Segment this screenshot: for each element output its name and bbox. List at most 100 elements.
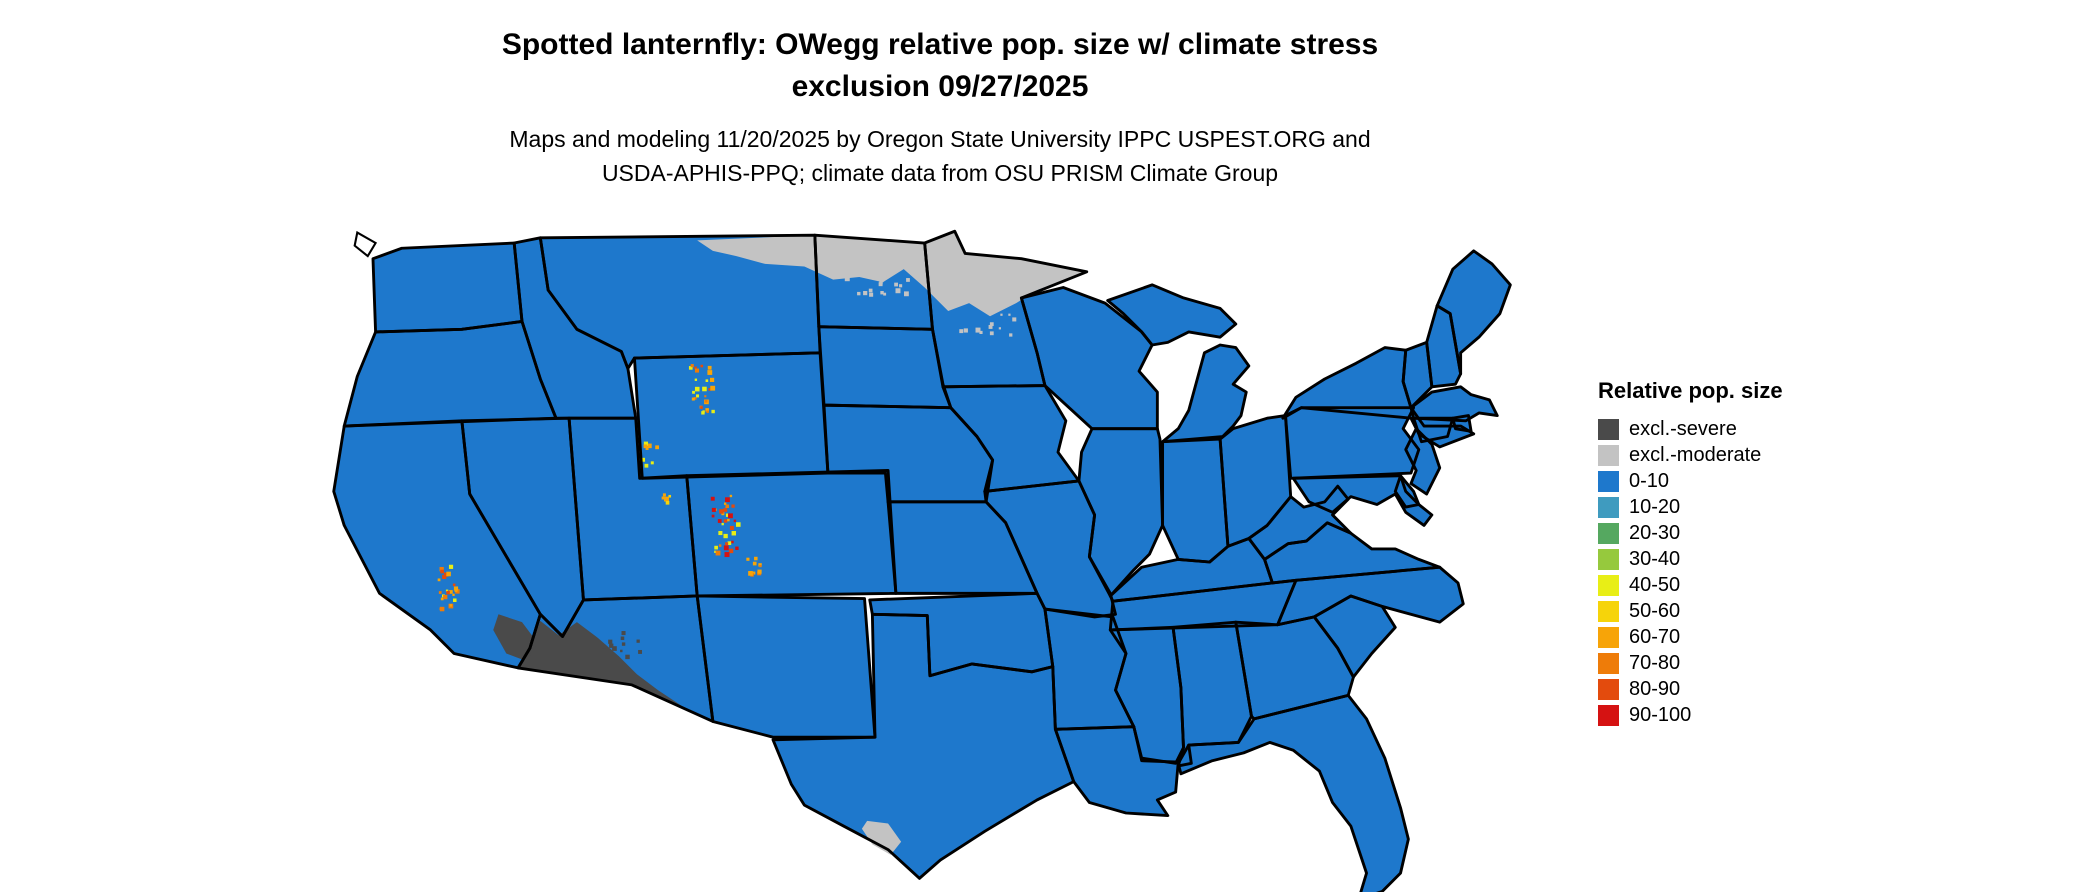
speckle-uinta-utah xyxy=(664,496,669,502)
speckle-arizona-severe-fringe xyxy=(601,648,604,651)
state-border-wisconsin xyxy=(1019,286,1159,431)
speckle-colorado-rockies xyxy=(731,504,735,508)
speckle-sw-wyoming xyxy=(645,446,649,450)
speckle-uinta-utah xyxy=(665,500,670,505)
legend-item: 40-50 xyxy=(1598,572,1783,598)
speckle-arizona-severe-fringe xyxy=(608,639,613,644)
speckle-dakota-moderate-fringe xyxy=(869,292,874,297)
legend-label: 50-60 xyxy=(1629,600,1681,622)
speckle-minnesota-moderate-fringe xyxy=(959,329,964,334)
legend-item: 90-100 xyxy=(1598,702,1783,728)
speckle-arizona-severe-fringe xyxy=(621,631,626,636)
legend-swatch xyxy=(1598,418,1619,440)
legend-item: 10-20 xyxy=(1598,494,1783,520)
state-vermont xyxy=(1403,342,1432,408)
state-border-rhode-island xyxy=(1451,414,1473,433)
state-missouri xyxy=(984,480,1116,617)
speckle-colorado-rockies xyxy=(724,552,730,558)
legend-item: excl.-severe xyxy=(1598,416,1783,442)
legend-label: 40-50 xyxy=(1629,574,1681,596)
legend-label: 60-70 xyxy=(1629,626,1681,648)
legend-item: 0-10 xyxy=(1598,468,1783,494)
speckle-southern-california xyxy=(452,583,456,587)
speckle-sw-wyoming xyxy=(643,444,648,449)
overlay-exclusion-moderate-texas xyxy=(861,820,902,855)
state-border-new-jersey xyxy=(1404,427,1442,496)
speckle-southern-california xyxy=(449,590,453,594)
speckle-dakota-moderate-fringe xyxy=(857,291,861,296)
state-border-michigan-lower xyxy=(1161,343,1251,444)
speckle-san-luis-valley xyxy=(759,565,762,568)
state-arkansas xyxy=(1044,609,1134,730)
speckle-dakota-moderate-fringe xyxy=(881,279,884,283)
speckle-colorado-rockies xyxy=(735,546,739,550)
map-overlays-layer xyxy=(493,231,1087,855)
speckle-arizona-severe-fringe xyxy=(612,646,617,651)
legend-item: 20-30 xyxy=(1598,520,1783,546)
speckle-southern-california xyxy=(440,569,444,574)
state-border-texas xyxy=(771,612,1076,880)
speckle-arizona-severe-fringe xyxy=(600,653,604,656)
speckle-bighorn-basin-wyoming xyxy=(694,366,697,370)
speckle-bighorn-basin-wyoming xyxy=(701,411,705,415)
legend-swatch xyxy=(1598,496,1619,518)
speckle-arizona-severe-fringe xyxy=(636,639,640,643)
speckle-colorado-rockies xyxy=(723,519,728,523)
speckle-southern-california xyxy=(443,572,449,577)
state-colorado xyxy=(686,470,896,596)
speckle-colorado-rockies xyxy=(727,518,730,522)
speckle-sw-wyoming xyxy=(655,445,660,450)
speckle-arizona-severe-fringe xyxy=(620,649,623,653)
speckle-bighorn-basin-wyoming xyxy=(694,386,700,392)
speckle-colorado-rockies xyxy=(723,545,729,551)
speckle-colorado-rockies xyxy=(723,508,728,512)
state-border-vermont xyxy=(1401,340,1434,410)
overlay-exclusion-severe-arizona xyxy=(518,620,706,718)
speckle-bighorn-basin-wyoming xyxy=(694,378,698,381)
speckle-bighorn-basin-wyoming xyxy=(707,365,712,370)
state-new-mexico xyxy=(697,595,875,738)
speckle-colorado-rockies xyxy=(731,540,734,544)
speckle-san-luis-valley xyxy=(758,563,762,567)
speckle-san-luis-valley xyxy=(752,571,756,575)
speckle-sw-wyoming xyxy=(644,463,649,468)
speckle-arizona-severe-fringe xyxy=(625,654,630,660)
overlay-exclusion-moderate-north xyxy=(697,231,1087,317)
speckle-colorado-rockies xyxy=(729,525,734,530)
map-legend: Relative pop. size excl.-severe excl.-mod… xyxy=(1598,378,1783,728)
state-oregon xyxy=(344,321,556,427)
speckle-dakota-moderate-fringe xyxy=(904,291,909,297)
state-border-florida xyxy=(1176,693,1410,892)
speckle-southern-california xyxy=(438,591,442,594)
speckle-colorado-rockies xyxy=(725,542,729,546)
speckle-minnesota-moderate-fringe xyxy=(1008,313,1011,316)
speckle-colorado-rockies xyxy=(714,550,717,553)
legend-item: 50-60 xyxy=(1598,598,1783,624)
speckle-dakota-moderate-fringe xyxy=(844,276,850,282)
speckle-bighorn-basin-wyoming xyxy=(709,377,715,382)
legend-item: 70-80 xyxy=(1598,650,1783,676)
speckle-colorado-rockies xyxy=(728,513,733,519)
speckle-san-luis-valley xyxy=(746,557,750,561)
speckle-bighorn-basin-wyoming xyxy=(702,386,707,392)
speckle-arizona-severe-fringe xyxy=(621,642,626,646)
state-border-west-virginia xyxy=(1247,484,1353,561)
legend-swatch xyxy=(1598,626,1619,648)
speckle-minnesota-moderate-fringe xyxy=(988,324,993,329)
speckle-colorado-rockies xyxy=(718,531,723,536)
state-ohio xyxy=(1220,415,1291,547)
speckle-bighorn-basin-wyoming xyxy=(711,409,715,414)
speckle-colorado-rockies xyxy=(728,548,734,554)
speckle-dakota-moderate-fringe xyxy=(879,280,883,285)
speckle-southern-california xyxy=(452,593,455,596)
speckle-colorado-rockies xyxy=(718,544,722,547)
state-tennessee xyxy=(1110,580,1296,630)
speckle-dakota-moderate-fringe xyxy=(906,278,910,282)
speckle-southern-california xyxy=(439,566,444,572)
figure-title: Spotted lanternfly: OWegg relative pop. … xyxy=(0,24,1880,108)
speckle-uinta-utah xyxy=(662,493,666,497)
state-michigan-upper xyxy=(1107,284,1236,345)
state-michigan-lower xyxy=(1162,344,1249,442)
legend-swatch xyxy=(1598,704,1619,726)
